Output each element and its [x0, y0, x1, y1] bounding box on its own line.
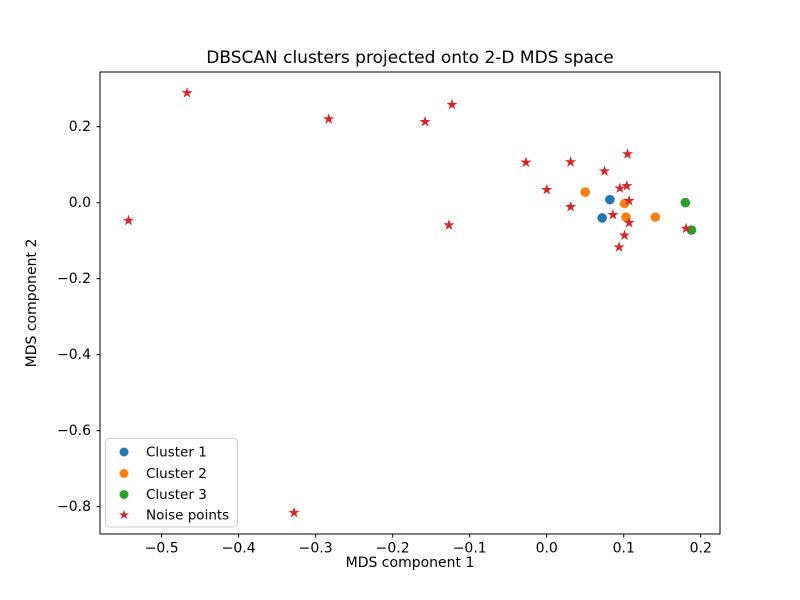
x-tick-label: −0.1: [453, 541, 487, 557]
legend-marker: [119, 469, 129, 478]
legend-item-label: Cluster 2: [146, 466, 207, 482]
data-point: [446, 98, 458, 110]
data-point: [613, 241, 625, 252]
y-tick-label: −0.2: [57, 271, 91, 287]
x-tick-label: 0.0: [536, 541, 558, 557]
legend-item-label: Noise points: [146, 508, 229, 524]
data-point: [541, 183, 553, 195]
x-tick-label: 0.2: [690, 541, 712, 557]
axes-spines: [99, 71, 721, 535]
x-tick-label: −0.2: [376, 541, 410, 557]
chart-title: DBSCAN clusters projected onto 2-D MDS s…: [206, 48, 614, 68]
y-tick-label: −0.4: [57, 347, 91, 363]
data-point: [650, 212, 661, 222]
data-point: [122, 214, 135, 226]
data-point: [680, 197, 691, 208]
data-point: [618, 229, 631, 241]
data-point: [598, 165, 611, 176]
legend: Cluster 1 Cluster 2 Cluster 3 Noise points: [105, 438, 238, 528]
legend-marker: [119, 447, 129, 457]
data-point: [288, 506, 300, 518]
y-tick-label: −0.6: [57, 423, 91, 439]
x-tick-label: −0.5: [145, 541, 179, 557]
x-tick-label: −0.3: [299, 541, 333, 557]
data-point: [564, 156, 577, 167]
y-tick-label: 0.0: [69, 195, 91, 211]
data-point: [597, 213, 607, 223]
legend-item-label: Cluster 1: [146, 445, 207, 461]
legend-item-label: Cluster 3: [146, 487, 207, 503]
data-point: [580, 187, 591, 197]
data-point: [181, 87, 193, 98]
x-axis-label: MDS component 1: [346, 555, 475, 571]
data-point: [443, 219, 455, 230]
y-tick-label: 0.2: [69, 119, 91, 135]
data-point: [419, 115, 431, 127]
points-layer: [122, 87, 697, 518]
data-point: [614, 182, 626, 194]
x-tick-label: −0.4: [222, 541, 256, 557]
legend-box: [105, 438, 238, 528]
data-point: [520, 156, 532, 168]
legend-marker: [118, 509, 130, 520]
data-point: [623, 216, 635, 228]
data-point: [605, 194, 615, 205]
data-point: [621, 180, 633, 191]
data-point: [680, 222, 692, 234]
data-point: [621, 148, 634, 159]
axes-layer: −0.5 −0.4 −0.3 −0.2 −0.1 0.0 0.1 0.2 0.2 0.0 −0.2 −…: [57, 71, 721, 557]
x-tick-label: 0.1: [613, 541, 635, 557]
data-point: [564, 200, 577, 212]
y-axis-label: MDS component 2: [24, 239, 40, 368]
y-tick-label: −0.8: [57, 499, 91, 515]
data-point: [607, 208, 619, 220]
data-point: [623, 194, 635, 206]
data-point: [323, 113, 335, 124]
legend-marker: [119, 490, 129, 499]
